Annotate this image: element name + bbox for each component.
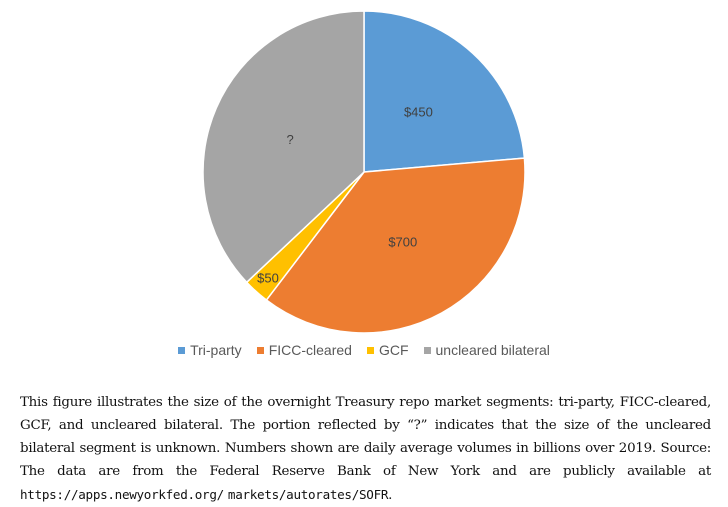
figure-caption: This figure illustrates the size of the … <box>20 391 711 507</box>
legend-swatch <box>366 346 374 354</box>
data-label: $50 <box>257 270 279 285</box>
pie-slice-tri-party <box>363 10 526 173</box>
data-label: $700 <box>388 235 417 250</box>
caption-url-part1: https://apps.newyorkfed.org/ <box>20 487 224 502</box>
legend-swatch <box>178 346 186 354</box>
pie-slice-ficc-cleared <box>265 157 526 334</box>
legend-swatch <box>423 346 431 354</box>
pie-slice-uncleared-bilateral <box>202 10 365 284</box>
legend-item-gcf: GCF <box>366 342 409 358</box>
legend-item-tri-party: Tri-party <box>178 342 242 358</box>
legend-label: GCF <box>378 342 409 358</box>
data-label: $450 <box>404 105 433 120</box>
data-label: ? <box>286 132 293 147</box>
legend-swatch <box>256 346 264 354</box>
legend-item-ficc-cleared: FICC-cleared <box>256 342 352 358</box>
caption-text: This figure illustrates the size of the … <box>20 395 711 479</box>
legend-label: uncleared bilateral <box>435 342 550 358</box>
caption-tail: . <box>388 488 393 503</box>
pie-chart: $450 $700 $50? <box>202 10 526 334</box>
chart-legend: Tri-party FICC-cleared GCF uncleared bil… <box>0 342 728 358</box>
legend-label: FICC-cleared <box>268 342 352 358</box>
caption-url-part2: markets/autorates/SOFR <box>227 487 389 502</box>
legend-item-uncleared-bilateral: uncleared bilateral <box>423 342 550 358</box>
legend-label: Tri-party <box>190 342 242 358</box>
